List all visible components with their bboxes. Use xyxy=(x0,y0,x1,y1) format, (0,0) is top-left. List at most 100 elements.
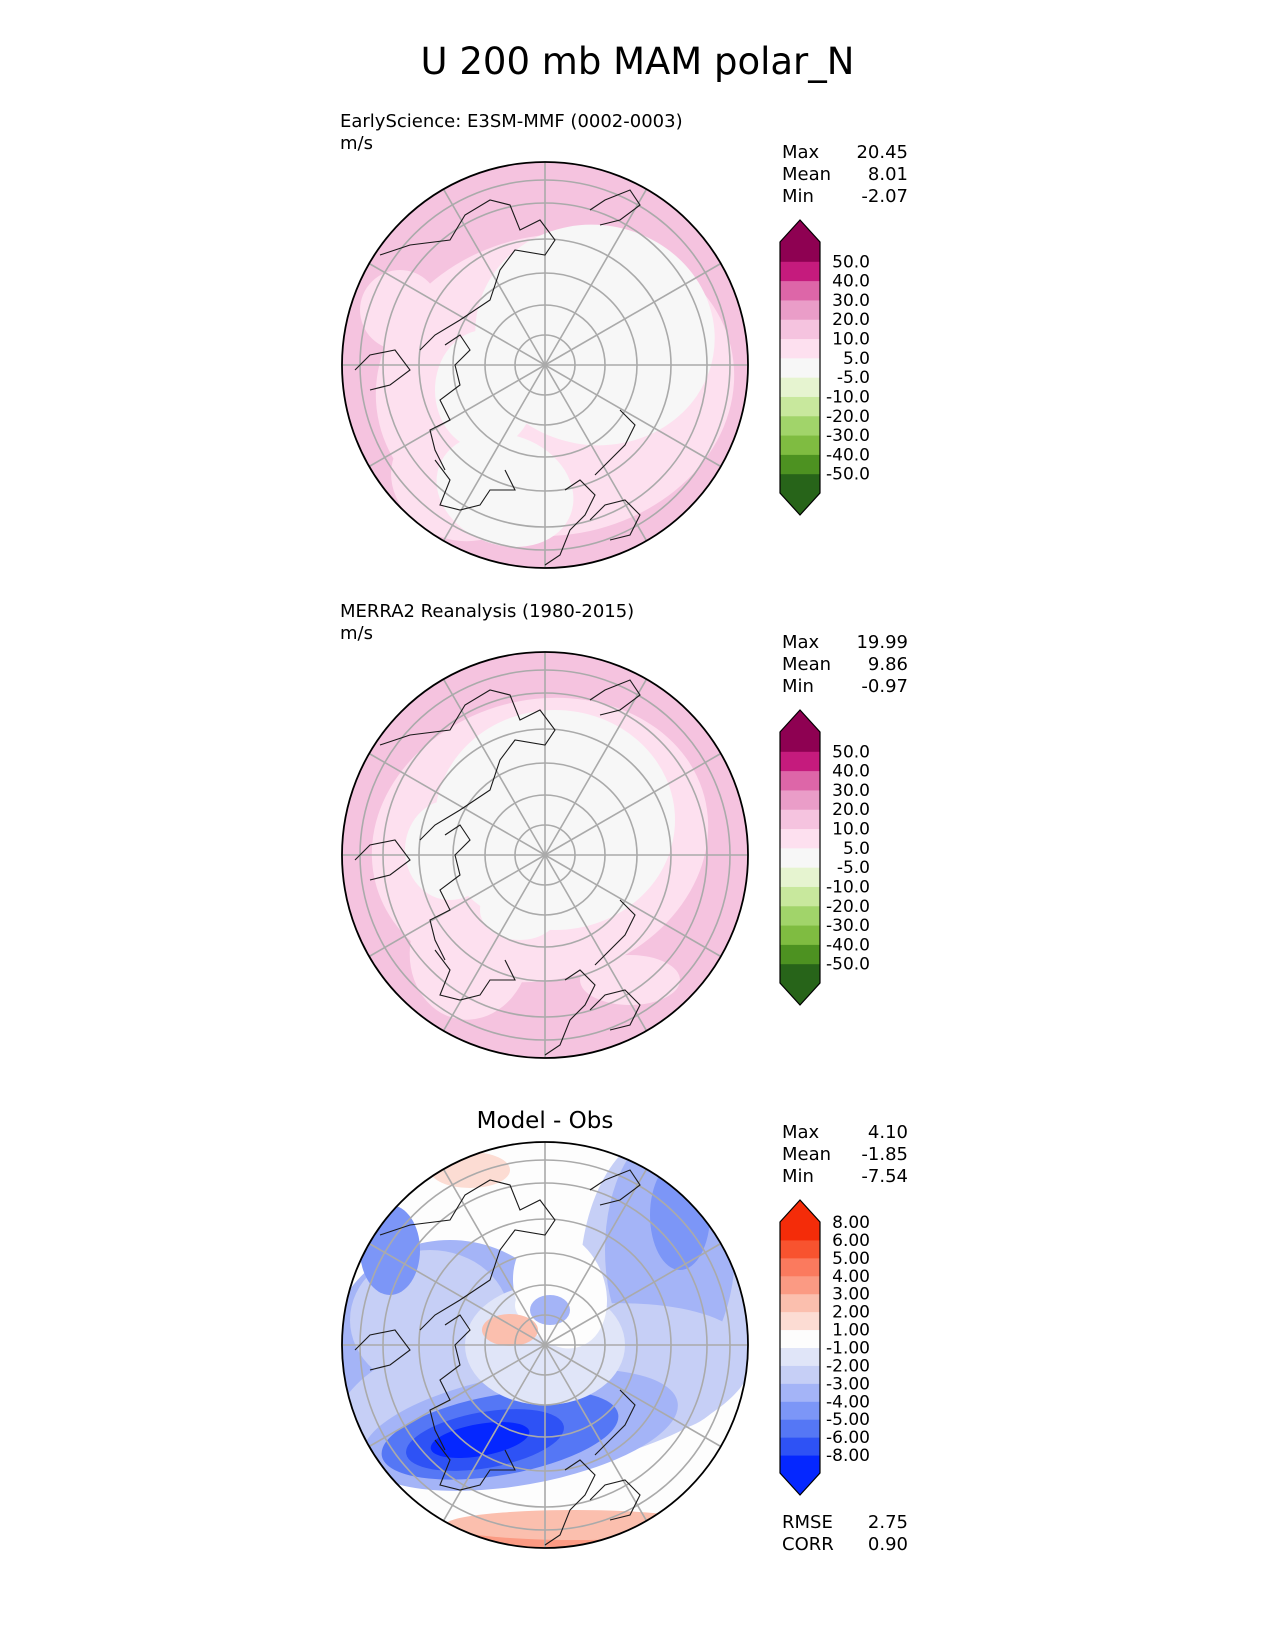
colorbar-outline xyxy=(779,219,821,516)
stat-min-value: -0.97 xyxy=(861,676,908,697)
colorbar-segment-10 xyxy=(780,280,820,301)
stat-max-label: Max xyxy=(782,632,820,653)
colorbar-tick-label: 20.0 xyxy=(832,800,870,820)
coastline-6 xyxy=(589,189,641,226)
stat-mean-value: 9.86 xyxy=(867,654,908,675)
coastline-3 xyxy=(544,479,596,566)
meridian-300 xyxy=(544,678,648,856)
colorbar-segment-12 xyxy=(780,732,820,752)
colorbar-segment-0 xyxy=(780,963,820,984)
graticule xyxy=(342,162,748,568)
field-contour-17 xyxy=(445,1510,705,1540)
colorbar-segment-8 xyxy=(780,1311,820,1331)
colorbar-segment-10 xyxy=(780,770,820,791)
colorbar-tick-label: -40.0 xyxy=(826,935,870,955)
meridian-150 xyxy=(368,854,546,958)
colorbar-tick-label: -6.00 xyxy=(826,1428,870,1448)
colorbar-segment-8 xyxy=(780,319,820,340)
stat-max-label: Max xyxy=(782,142,820,163)
colorbar-segment-4 xyxy=(780,886,820,907)
coastline-5 xyxy=(594,899,636,966)
colorbar-tick-label: 10.0 xyxy=(832,330,870,350)
panel-1-polar-map xyxy=(341,161,749,569)
meridian-120 xyxy=(442,364,546,542)
meridian-210 xyxy=(368,262,546,366)
colorbar-segment-11 xyxy=(780,751,820,772)
panel-3-stats: Max 4.10 Mean -1.85 Min -7.54 xyxy=(782,1122,908,1188)
colorbar-tick-label: 5.0 xyxy=(843,349,870,369)
colorbar-tick-label: 4.00 xyxy=(832,1267,870,1287)
field-contour-2 xyxy=(435,710,675,930)
colorbar-tick-label: -4.00 xyxy=(826,1392,870,1412)
field-contour-10 xyxy=(430,1422,530,1458)
meridian-120 xyxy=(442,1344,546,1522)
field-contour-3 xyxy=(405,800,495,900)
colorbar-tick-label: 40.0 xyxy=(832,272,870,292)
colorbar-segment-8 xyxy=(780,809,820,830)
coastline-7 xyxy=(354,1329,411,1371)
meridian-30 xyxy=(544,1344,722,1448)
map-boundary xyxy=(341,161,749,569)
coastline-2 xyxy=(434,459,516,511)
coastline-2 xyxy=(434,1439,516,1491)
panel-1-colorbar: -50.0-40.0-30.0-20.0-10.0-5.05.010.020.0… xyxy=(779,219,870,516)
colorbar-segment-13 xyxy=(780,1222,820,1241)
colorbar-segment-4 xyxy=(780,1383,820,1402)
colorbar-tick-label: 20.0 xyxy=(832,310,870,330)
panel-2-colorbar: -50.0-40.0-30.0-20.0-10.0-5.05.010.020.0… xyxy=(779,709,870,1006)
colorbar-segment-6 xyxy=(780,357,820,378)
meridian-210 xyxy=(368,752,546,856)
panel-2-title: MERRA2 Reanalysis (1980-2015) xyxy=(340,601,635,622)
coastline-5 xyxy=(594,409,636,476)
field-contour-2 xyxy=(475,224,715,446)
field-layer xyxy=(342,652,748,1058)
colorbar-tick-label: 50.0 xyxy=(832,252,870,272)
stat-max-value: 20.45 xyxy=(856,142,908,163)
coastline-1 xyxy=(429,1314,471,1451)
meridian-150 xyxy=(368,1344,546,1448)
colorbar-segment-9 xyxy=(780,1293,820,1313)
panel-2-polar-map xyxy=(341,651,749,1059)
stat-max-value: 4.10 xyxy=(867,1122,908,1143)
colorbar-tick-label: 6.00 xyxy=(832,1231,870,1251)
rmse-value: 2.75 xyxy=(867,1512,908,1533)
colorbar-segment-6 xyxy=(780,1347,820,1366)
coastline-3 xyxy=(544,969,596,1056)
colorbar-tick-label: -3.00 xyxy=(826,1374,870,1394)
coastlines xyxy=(354,189,641,566)
colorbar-segment-5 xyxy=(780,377,820,397)
colorbar-segment-7 xyxy=(780,1329,820,1348)
colorbar-segment-3 xyxy=(780,905,820,926)
meridian-330 xyxy=(544,1242,722,1346)
colorbar-segment-7 xyxy=(780,828,820,849)
coastline-2 xyxy=(434,949,516,1001)
meridian-210 xyxy=(368,1242,546,1346)
field-layer xyxy=(342,162,748,568)
colorbar-tick-label: -30.0 xyxy=(826,916,870,936)
colorbar-segment-12 xyxy=(780,1239,820,1259)
colorbar-tick-label: 5.00 xyxy=(832,1249,870,1269)
colorbar-tick-label: -5.0 xyxy=(837,858,870,878)
coastlines xyxy=(354,1169,641,1546)
stat-max-label: Max xyxy=(782,1122,820,1143)
colorbar-segment-2 xyxy=(780,435,820,455)
coastline-4 xyxy=(589,989,641,1031)
colorbar-outline xyxy=(779,709,821,1006)
colorbar-segment-2 xyxy=(780,1419,820,1438)
map-boundary xyxy=(341,651,749,1059)
colorbar-tick-label: 30.0 xyxy=(832,781,870,801)
panel-3-polar-map xyxy=(341,1141,749,1549)
colorbar-tick-label: 30.0 xyxy=(832,291,870,311)
colorbar-segment-1 xyxy=(780,454,820,475)
colorbar-segment-7 xyxy=(780,338,820,359)
field-contour-14 xyxy=(482,1314,538,1346)
meridian-60 xyxy=(544,854,648,1032)
meridian-60 xyxy=(544,1344,648,1522)
meridian-300 xyxy=(544,188,648,366)
colorbar-segment-6 xyxy=(780,847,820,868)
field-contour-18 xyxy=(530,1295,570,1325)
field-contour-5 xyxy=(580,955,680,1005)
field-layer xyxy=(342,1142,748,1548)
coastline-0 xyxy=(379,689,556,841)
colorbar-segment-4 xyxy=(780,396,820,417)
